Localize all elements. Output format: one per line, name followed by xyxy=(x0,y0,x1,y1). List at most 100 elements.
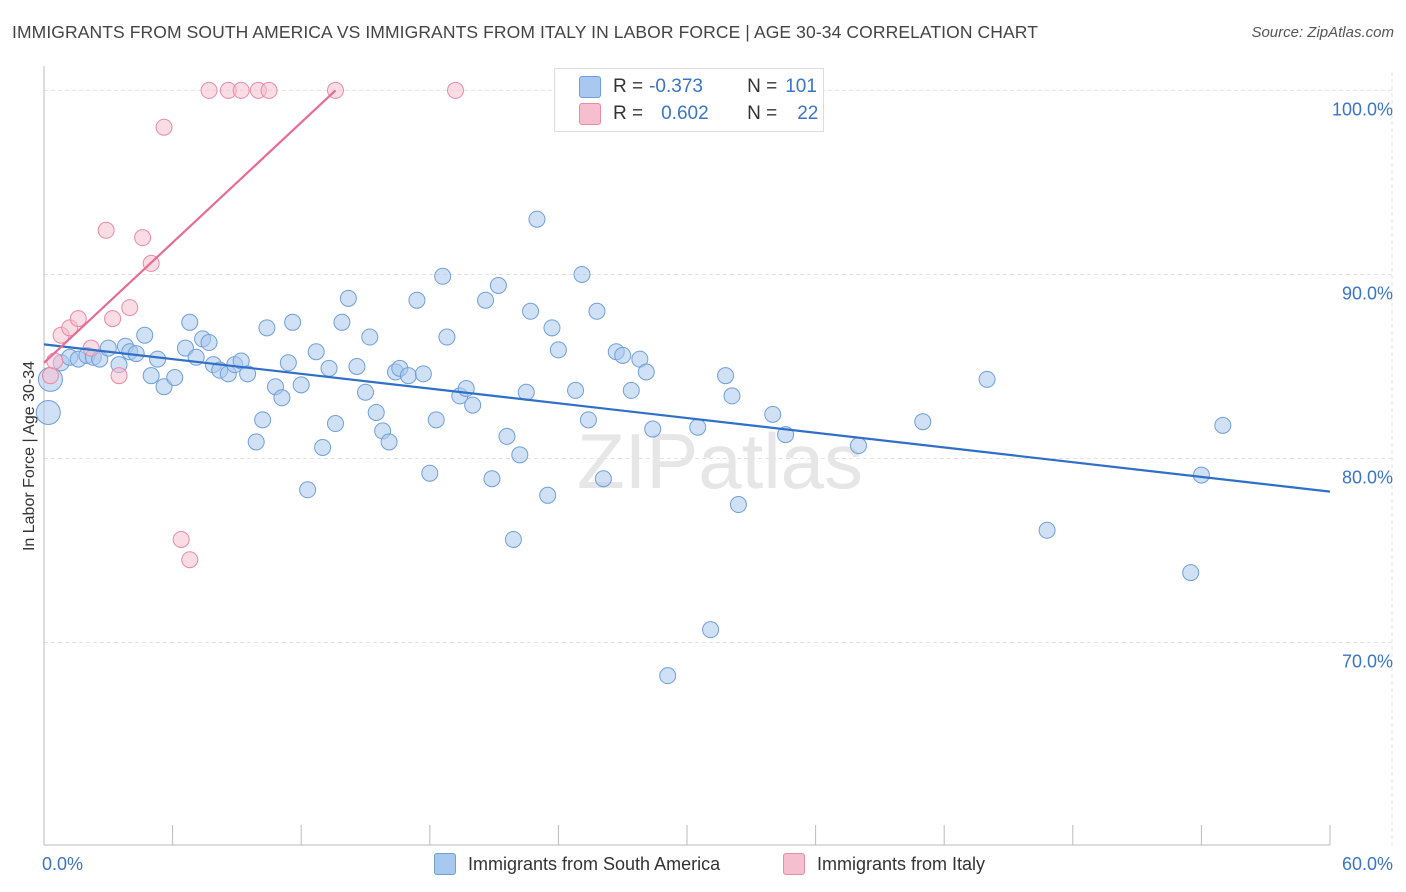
source-attribution: Source: ZipAtlas.com xyxy=(1251,24,1394,41)
point-south-america xyxy=(348,357,366,375)
point-south-america xyxy=(622,381,640,399)
point-south-america xyxy=(361,328,379,346)
point-south-america xyxy=(181,313,199,331)
point-south-america xyxy=(644,420,662,438)
point-south-america xyxy=(522,302,540,320)
point-south-america xyxy=(549,341,567,359)
legend-r-label: R = xyxy=(613,76,644,97)
point-south-america xyxy=(511,446,529,464)
point-south-america xyxy=(483,470,501,488)
point-italy xyxy=(155,118,173,136)
point-south-america xyxy=(729,496,747,514)
point-south-america xyxy=(299,481,317,499)
point-south-america xyxy=(258,319,276,337)
point-south-america xyxy=(320,359,338,377)
point-south-america xyxy=(279,354,297,372)
point-italy xyxy=(97,221,115,239)
point-south-america xyxy=(200,334,218,352)
bottom-legend-south-america: Immigrants from South America xyxy=(434,850,720,878)
point-south-america xyxy=(579,411,597,429)
point-south-america xyxy=(284,313,302,331)
point-south-america xyxy=(1214,416,1232,434)
legend-swatch-blue xyxy=(579,76,601,98)
point-south-america xyxy=(543,319,561,337)
bottom-legend-italy: Immigrants from Italy xyxy=(783,850,985,878)
point-italy xyxy=(200,81,218,99)
point-south-america xyxy=(434,267,452,285)
point-south-america xyxy=(498,427,516,445)
point-south-america xyxy=(464,396,482,414)
point-south-america xyxy=(339,289,357,307)
point-south-america xyxy=(1182,564,1200,582)
point-south-america xyxy=(136,326,154,344)
legend-n-label: N = xyxy=(747,76,778,97)
point-italy xyxy=(134,229,152,247)
point-south-america xyxy=(414,365,432,383)
legend-r-value: 0.602 xyxy=(661,103,709,124)
point-south-america xyxy=(239,365,257,383)
point-south-america xyxy=(408,291,426,309)
point-italy xyxy=(104,310,122,328)
legend-row-italy: R = 0.602 N = 22 xyxy=(579,101,818,127)
point-south-america xyxy=(504,530,522,548)
point-italy xyxy=(69,310,87,328)
point-south-america xyxy=(247,433,265,451)
point-south-america xyxy=(333,313,351,331)
correlation-legend: R = -0.373 N = 101 R = 0.602 N = 22 xyxy=(554,68,824,132)
bottom-legend-label: Immigrants from Italy xyxy=(817,853,986,874)
legend-r-value: -0.373 xyxy=(649,76,703,97)
axes xyxy=(43,66,1331,846)
point-south-america xyxy=(567,381,585,399)
point-south-america xyxy=(1038,521,1056,539)
point-south-america xyxy=(689,418,707,436)
point-south-america xyxy=(489,276,507,294)
point-south-america xyxy=(637,363,655,381)
point-italy xyxy=(447,81,465,99)
point-south-america xyxy=(477,291,495,309)
point-south-america xyxy=(142,367,160,385)
point-italy xyxy=(232,81,250,99)
y-tick-label: 80.0% xyxy=(1342,468,1393,488)
point-italy xyxy=(260,81,278,99)
data-points xyxy=(35,81,1232,685)
point-south-america xyxy=(166,369,184,387)
point-south-america xyxy=(528,210,546,228)
point-south-america xyxy=(914,413,932,431)
chart-title: IMMIGRANTS FROM SOUTH AMERICA VS IMMIGRA… xyxy=(12,22,1039,42)
y-tick-label: 70.0% xyxy=(1342,652,1393,672)
legend-r-label: R = xyxy=(613,103,644,124)
point-south-america xyxy=(438,328,456,346)
point-south-america xyxy=(367,403,385,421)
x-tick-label: 60.0% xyxy=(1342,854,1393,874)
point-south-america xyxy=(399,367,417,385)
point-south-america xyxy=(539,486,557,504)
legend-n-label: N = xyxy=(747,103,778,124)
legend-n-value: 22 xyxy=(797,103,819,124)
point-south-america xyxy=(1192,466,1210,484)
point-south-america xyxy=(292,376,310,394)
point-south-america xyxy=(588,302,606,320)
point-south-america xyxy=(307,343,325,361)
y-tick-label: 90.0% xyxy=(1342,283,1393,303)
point-south-america xyxy=(702,621,720,639)
point-south-america xyxy=(99,339,117,357)
x-tick-label: 0.0% xyxy=(42,854,83,874)
legend-swatch-pink xyxy=(579,103,601,125)
point-south-america xyxy=(717,367,735,385)
bottom-legend-label: Immigrants from South America xyxy=(468,853,721,874)
point-italy xyxy=(121,299,139,317)
point-south-america xyxy=(849,437,867,455)
point-south-america xyxy=(326,415,344,433)
watermark-zipatlas: ZIPatlas xyxy=(577,417,863,505)
point-south-america xyxy=(421,464,439,482)
legend-row-south-america: R = -0.373 N = 101 xyxy=(579,74,817,100)
trend-line-italy xyxy=(43,89,337,364)
point-south-america xyxy=(764,405,782,423)
trend-line-south-america xyxy=(43,343,1331,493)
point-south-america xyxy=(978,370,996,388)
point-south-america xyxy=(380,433,398,451)
point-south-america xyxy=(254,411,272,429)
point-south-america xyxy=(357,383,374,401)
trend-lines xyxy=(43,89,1331,493)
